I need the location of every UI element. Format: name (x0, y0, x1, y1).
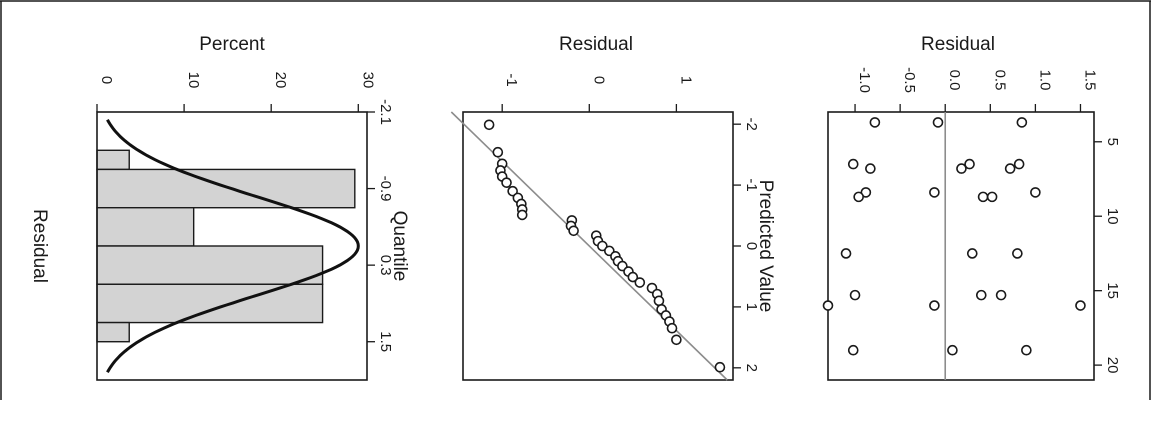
qq-point (597, 240, 608, 252)
rvp-point (822, 300, 834, 311)
rvp-residual-label: Residual (921, 34, 995, 55)
rvp-point (964, 158, 975, 170)
qq-residual-label: Residual (559, 34, 633, 55)
y-tick-label: 30 (359, 72, 376, 89)
qq-point (634, 277, 646, 288)
histogram-residual-label: Residual (29, 209, 50, 283)
rvp-point (1004, 163, 1016, 174)
histogram-bar (96, 207, 195, 247)
qq-point (492, 146, 504, 158)
qq-point (714, 361, 726, 373)
histogram-bar (96, 321, 130, 343)
y-tick-label: 0 (98, 76, 115, 84)
qq-point (568, 225, 579, 237)
rvp-plot-frame (827, 111, 1095, 381)
histogram-bar (96, 245, 324, 285)
rvp-point (929, 187, 940, 198)
y-tick-label: 0.5 (991, 70, 1008, 91)
x-tick-label: 20 (1104, 357, 1121, 374)
rvp-point (956, 163, 967, 174)
y-tick-label: 1 (677, 76, 694, 84)
y-tick-label: -1.0 (856, 67, 873, 93)
rvp-point (1013, 158, 1025, 170)
rvp-points (822, 117, 1086, 356)
x-tick-label: -0.9 (377, 176, 394, 202)
x-tick-label: -1 (743, 178, 760, 191)
x-tick-label: 0 (743, 242, 760, 250)
rvp-point (1012, 248, 1023, 259)
rvp-point (853, 191, 864, 203)
x-tick-label: 1 (743, 303, 760, 311)
histogram-panel: Percent 0 10 20 30 -2.1 -0.9 0.3 1.5 Residual (29, 34, 394, 381)
y-tick-label: -0.5 (901, 67, 918, 93)
x-tick-label: 15 (1104, 282, 1121, 299)
rvp-point (929, 300, 940, 311)
x-tick-label: 2 (743, 364, 760, 372)
rvp-predicted-ticks: 5 10 15 20 (1094, 138, 1121, 374)
rvp-point (1016, 117, 1028, 128)
qq-point (507, 185, 518, 197)
x-tick-label: -2 (743, 118, 760, 131)
y-tick-label: 20 (272, 72, 289, 89)
rvp-point (947, 344, 958, 356)
rvp-point (847, 158, 859, 170)
qq-point (516, 209, 528, 221)
qq-points (483, 119, 726, 373)
y-tick-label: 10 (185, 72, 202, 89)
qq-point (501, 177, 512, 188)
y-tick-label: 1.0 (1036, 70, 1053, 91)
rvp-residual-ticks: -1.0 -0.5 0.0 0.5 1.0 1.5 (854, 67, 1098, 112)
rvp-point (869, 117, 881, 128)
qq-quantile-ticks: -2 -1 0 1 2 (733, 118, 760, 372)
qq-point (627, 271, 639, 283)
rvp-point (849, 289, 861, 301)
rvp-point (977, 191, 989, 203)
qq-point (671, 334, 682, 346)
x-tick-label: 10 (1104, 208, 1121, 225)
rvp-point (995, 289, 1007, 301)
histogram-plot-frame (96, 111, 368, 381)
y-tick-label: -1 (503, 73, 520, 86)
histogram-percent-label: Percent (199, 34, 265, 55)
y-tick-label: 0.0 (946, 70, 963, 91)
rvp-point (1075, 300, 1086, 311)
rvp-point (1030, 187, 1041, 198)
x-tick-label: 5 (1104, 138, 1121, 146)
rvp-point (840, 248, 852, 259)
y-tick-label: 1.5 (1081, 70, 1098, 91)
qq-plot-panel: Residual -1 0 1 -2 -1 0 1 2 Quantile (389, 34, 760, 381)
histogram-bar (96, 283, 324, 324)
rvp-point (1021, 344, 1032, 356)
qq-point (653, 295, 665, 307)
x-tick-label: 1.5 (377, 331, 394, 352)
rvp-point (932, 117, 944, 128)
histogram-bar (96, 168, 356, 209)
qq-residual-ticks: -1 0 1 (501, 73, 694, 112)
histogram-bar (96, 149, 130, 171)
histogram-percent-ticks: 0 10 20 30 (96, 72, 376, 112)
x-tick-label: -2.1 (377, 99, 394, 125)
rvp-predicted-label: Predicted Value (755, 180, 776, 313)
histogram-residual-ticks: -2.1 -0.9 0.3 1.5 (367, 99, 394, 352)
rvp-point (847, 344, 859, 356)
rvp-point (986, 191, 998, 203)
histogram-bars (96, 149, 356, 343)
rvp-point (966, 248, 978, 259)
rvp-point (975, 289, 987, 301)
qq-quantile-label: Quantile (389, 211, 410, 282)
rvp-point (865, 163, 876, 174)
y-tick-label: 0 (590, 76, 607, 84)
qq-point (666, 322, 678, 334)
x-tick-label: 0.3 (377, 255, 394, 276)
qq-point (483, 119, 495, 131)
residual-vs-predicted-panel: Residual -1.0 -0.5 0.0 0.5 1.0 1.5 5 10 15 20 Pr… (755, 34, 1121, 381)
normal-curve (106, 118, 360, 374)
